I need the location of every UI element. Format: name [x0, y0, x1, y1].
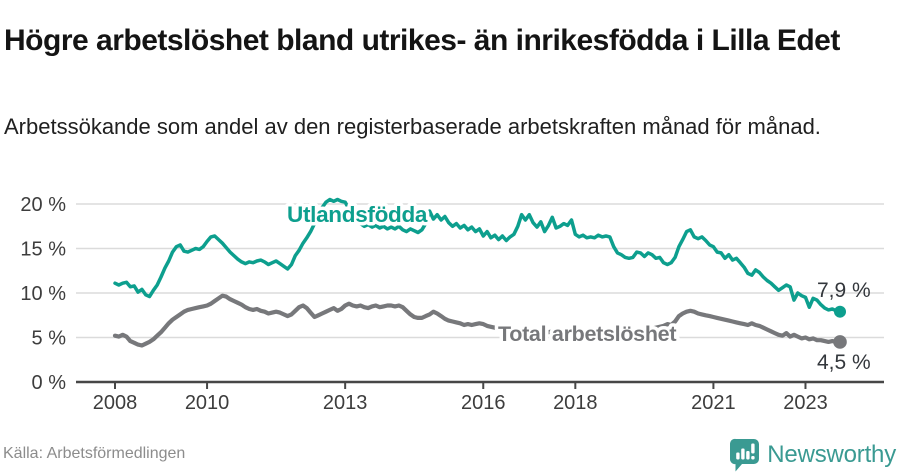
svg-text:2008: 2008	[93, 392, 138, 414]
chart-subtitle: Arbetssökande som andel av den registerb…	[4, 114, 821, 139]
svg-text:2023: 2023	[783, 392, 828, 414]
x-axis-labels: 2008 2010 2013 2016 2018 2021 2023	[93, 381, 828, 414]
svg-text:2013: 2013	[323, 392, 368, 414]
end-dot-total-arbetsloshet	[833, 335, 847, 349]
series-label-utlandsfodda: Utlandsfödda	[287, 202, 428, 227]
series-line-utlandsfodda	[113, 197, 842, 314]
newsworthy-wordmark: Newsworthy	[767, 441, 896, 468]
svg-text:10 %: 10 %	[20, 283, 66, 305]
chart-title: Högre arbetslöshet bland utrikes- än inr…	[4, 24, 840, 58]
series-label-total-arbetsloshet: Total arbetslöshet	[498, 322, 676, 346]
gridlines	[76, 203, 884, 339]
end-value-utlandsfodda: 7,9 %	[817, 279, 871, 302]
y-axis-labels: 0 % 5 % 10 % 15 % 20 %	[20, 194, 66, 394]
source-note: Källa: Arbetsförmedlingen	[3, 445, 186, 462]
svg-text:2018: 2018	[553, 392, 598, 414]
svg-text:5 %: 5 %	[32, 328, 67, 350]
newsworthy-icon	[730, 438, 760, 472]
svg-text:2016: 2016	[461, 392, 506, 414]
svg-text:15 %: 15 %	[20, 239, 66, 261]
end-dot-utlandsfodda	[834, 305, 846, 318]
end-value-total-arbetsloshet: 4,5 %	[817, 351, 871, 374]
svg-text:2021: 2021	[691, 392, 736, 414]
series-line-total-arbetsloshet	[112, 293, 843, 348]
svg-text:0 %: 0 %	[32, 372, 67, 394]
svg-text:20 %: 20 %	[20, 194, 66, 216]
newsworthy-logo[interactable]: Newsworthy	[730, 438, 896, 472]
svg-text:2010: 2010	[185, 392, 230, 414]
